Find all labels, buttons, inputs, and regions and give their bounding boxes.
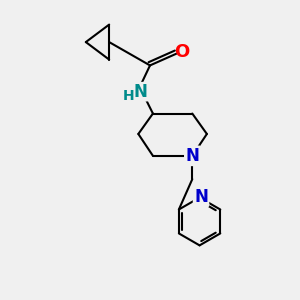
Text: N: N: [185, 147, 199, 165]
Text: H: H: [123, 89, 134, 103]
Text: O: O: [175, 43, 190, 61]
Text: N: N: [194, 188, 208, 206]
Text: N: N: [134, 83, 147, 101]
